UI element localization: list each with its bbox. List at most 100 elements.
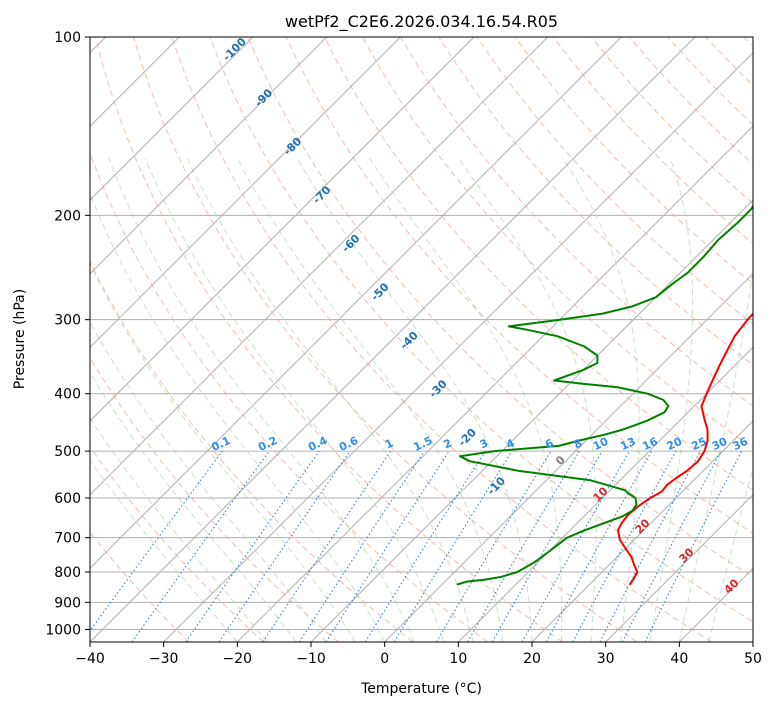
mixing-ratio-label: 30 [710,435,730,453]
temperature-profile-line [617,312,753,586]
mixing-ratio-line [644,450,743,642]
dewpoint-profile-line [456,203,753,586]
isotherm-line [605,493,753,642]
dry-adiabat-label: -90 [252,86,275,109]
mixing-ratio-label: 16 [640,435,660,453]
moist-adiabat-line [369,157,563,642]
dry-adiabat-line [90,445,264,642]
mixing-ratio-line [131,450,270,642]
moist-adiabat-line [90,262,356,642]
mixing-ratio-line [298,450,425,642]
mixing-ratio-line [325,450,450,642]
dry-adiabat-line [285,37,753,535]
x-tick-label: 20 [523,651,541,667]
moist-adiabat-line [90,417,268,642]
dry-adiabat-label: -40 [398,329,421,352]
mixing-ratio-label: 36 [731,435,751,453]
dry-adiabat-label: -100 [220,35,249,64]
plot-frame [89,36,754,643]
mixing-ratio-line [467,450,580,642]
isotherm-line [678,567,753,642]
moist-adiabat-line [108,157,415,642]
mixing-ratio-line [364,450,486,642]
y-tick-label: 500 [54,444,81,460]
mixing-ratio-line [572,450,677,642]
dry-adiabat-label: -30 [427,377,450,400]
x-tick-label: 10 [449,651,467,667]
dry-adiabat-line [247,37,753,578]
moist-adiabat-line [90,371,297,642]
dry-adiabat-line [209,37,753,623]
mixing-ratio-label: 6 [543,436,556,451]
x-tick-label: 0 [380,651,389,667]
x-tick-label: 30 [597,651,615,667]
x-tick-label: 50 [744,651,762,667]
isotherm-line [310,199,753,642]
moist-adiabat-line [144,157,445,642]
isotherm-line [90,37,622,570]
dry-adiabat-line [171,37,712,642]
mixing-ratio-line [262,450,392,642]
isotherm-line [90,37,401,349]
mixing-ratio-label: 25 [689,435,708,453]
x-axis-label: Temperature (°C) [360,681,482,697]
dry-adiabat-line [323,37,753,491]
y-tick-label: 700 [54,531,81,547]
isotherm-line [90,37,696,642]
moist-adiabat-line [236,157,503,642]
dry-adiabat-label: -20 [456,426,479,449]
mixing-ratio-line [90,450,223,632]
x-tick-label: 40 [670,651,688,667]
dry-adiabat-line [743,37,753,47]
dry-adiabat-label: -80 [281,135,304,158]
isotherm-line [236,125,753,642]
moist-adiabat-line [678,264,753,642]
y-tick-label: 600 [54,491,81,507]
moist-adiabat-line [90,321,327,642]
dry-adiabat-line [90,260,414,642]
moist-adiabat-line [186,157,474,642]
dry-adiabat-line [476,37,753,325]
dry-adiabat-line [90,356,339,642]
mixing-ratio-line [218,450,351,642]
mixing-ratio-line [545,450,653,642]
moist-adiabat-label: 20 [633,516,653,536]
isotherm-line [457,346,753,642]
isotherm-line [90,37,328,275]
moist-adiabat-line [649,157,694,642]
y-tick-label: 200 [54,208,81,224]
moist-adiabat-line [90,192,386,642]
mixing-ratio-label: 20 [665,435,685,453]
x-tick-label: −30 [149,651,179,667]
moist-adiabat-line [457,157,597,642]
moist-adiabat-line [90,459,238,642]
dry-adiabat-label: -60 [339,232,362,255]
moist-adiabat-line [562,157,640,642]
mixing-ratio-label: 2 [442,436,454,451]
isotherm-line [384,272,753,642]
isotherm-line [90,37,475,422]
x-tick-label: −20 [223,651,253,667]
y-tick-label: 1000 [45,622,81,638]
mixing-ratio-line [521,450,630,642]
chart-title: wetPf2_C2E6.2026.034.16.54.R05 [285,12,558,32]
mixing-ratio-line [185,450,320,642]
y-tick-label: 900 [54,595,81,611]
dry-adiabat-line [514,37,753,285]
mixing-ratio-line [393,450,513,642]
y-tick-label: 400 [54,387,81,403]
isotherm-line [90,37,549,496]
x-tick-label: −40 [75,651,105,667]
mixing-ratio-label: 10 [591,435,611,453]
y-axis-label: Pressure (hPa) [12,289,28,389]
dry-adiabat-line [705,37,753,87]
moist-adiabat-line [296,157,533,642]
moist-adiabat-line [708,466,753,642]
y-tick-label: 300 [54,313,81,329]
dry-adiabat-line [133,37,638,642]
dry-adiabat-line [438,37,753,366]
moist-adiabat-label: 30 [677,545,697,565]
dry-adiabat-label: -50 [368,280,391,303]
x-tick-label: −10 [296,651,326,667]
